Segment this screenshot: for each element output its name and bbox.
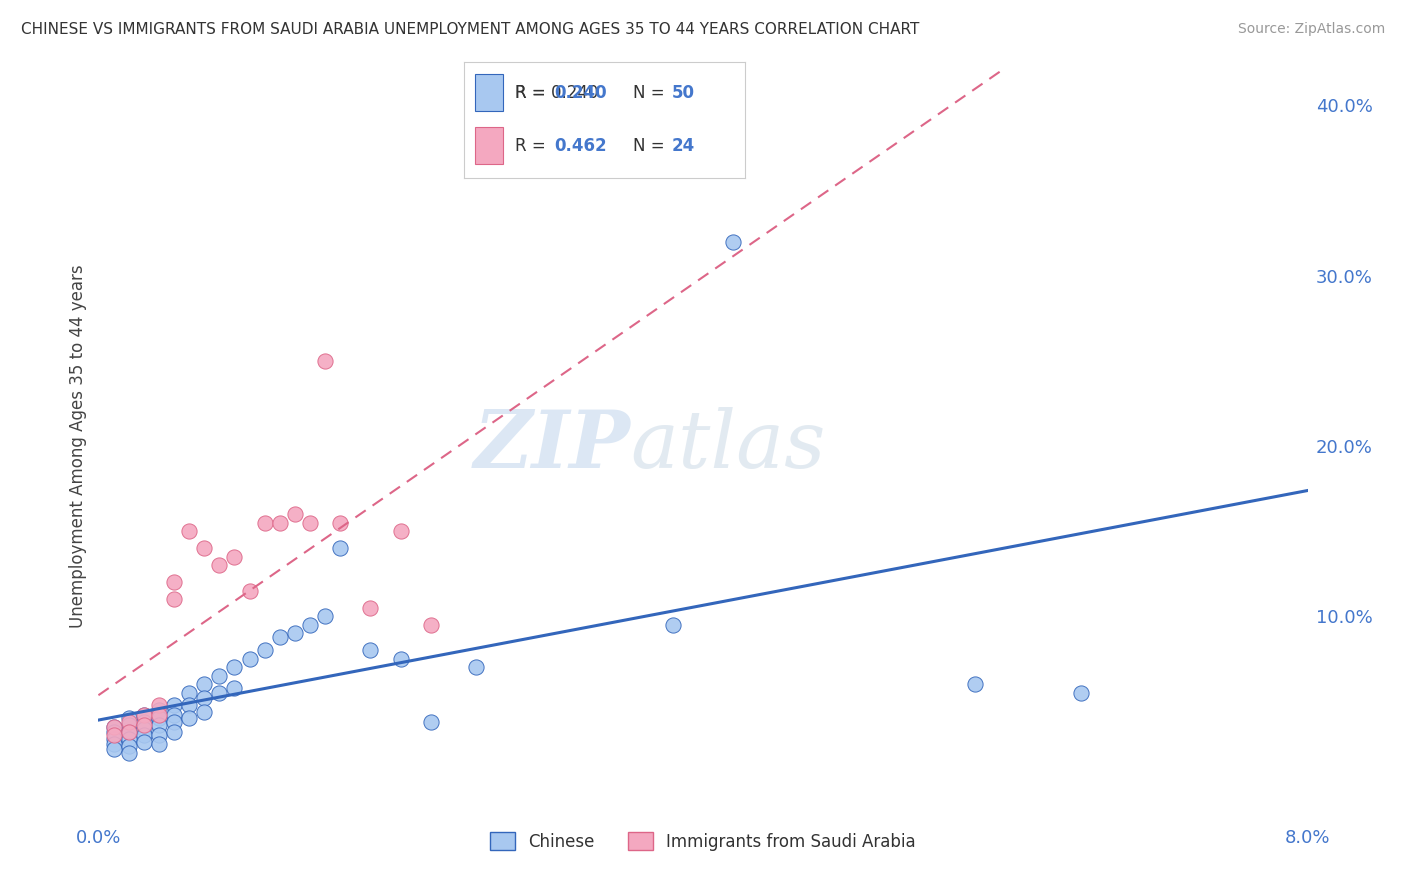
Point: [253, 516, 276, 530]
Text: N =: N =: [633, 137, 669, 155]
Point: [148, 737, 170, 751]
Point: [148, 711, 170, 725]
Text: 0.240: 0.240: [554, 84, 606, 102]
Point: [132, 714, 155, 729]
Point: [661, 617, 683, 632]
Text: R =: R =: [515, 137, 551, 155]
Point: [723, 235, 745, 249]
Point: [329, 541, 352, 556]
Point: [118, 731, 141, 746]
Point: [132, 708, 155, 723]
Point: [208, 669, 231, 683]
Point: [193, 691, 215, 706]
Point: [284, 507, 307, 521]
Point: [163, 592, 186, 607]
Point: [103, 725, 125, 739]
Point: [148, 698, 170, 712]
Point: [179, 686, 201, 700]
Point: [299, 617, 322, 632]
Point: [193, 677, 215, 691]
Point: [239, 652, 262, 666]
Point: [118, 725, 141, 739]
Text: 0.462: 0.462: [554, 137, 606, 155]
Point: [132, 729, 155, 743]
Point: [118, 746, 141, 760]
Point: [132, 722, 155, 736]
Point: [132, 718, 155, 732]
Point: [179, 698, 201, 712]
Text: R =: R =: [515, 84, 551, 102]
Point: [163, 714, 186, 729]
Point: [103, 729, 125, 743]
Point: [163, 698, 186, 712]
Point: [103, 742, 125, 756]
Text: 50: 50: [672, 84, 695, 102]
Point: [118, 718, 141, 732]
Text: atlas: atlas: [630, 408, 825, 484]
Point: [208, 686, 231, 700]
Point: [118, 711, 141, 725]
Point: [148, 729, 170, 743]
Point: [239, 583, 262, 598]
Point: [420, 714, 443, 729]
Point: [224, 660, 246, 674]
Point: [329, 516, 352, 530]
Text: Source: ZipAtlas.com: Source: ZipAtlas.com: [1237, 22, 1385, 37]
Point: [132, 735, 155, 749]
Point: [118, 725, 141, 739]
Point: [269, 630, 291, 644]
Y-axis label: Unemployment Among Ages 35 to 44 years: Unemployment Among Ages 35 to 44 years: [69, 264, 87, 628]
Point: [253, 643, 276, 657]
Legend: Chinese, Immigrants from Saudi Arabia: Chinese, Immigrants from Saudi Arabia: [484, 826, 922, 857]
Point: [208, 558, 231, 573]
Point: [118, 714, 141, 729]
Point: [360, 643, 382, 657]
Point: [103, 720, 125, 734]
Bar: [475, 74, 503, 112]
Bar: [475, 128, 503, 164]
Point: [314, 609, 336, 624]
Point: [148, 703, 170, 717]
Point: [965, 677, 987, 691]
Point: [284, 626, 307, 640]
Point: [299, 516, 322, 530]
Point: [465, 660, 488, 674]
Point: [148, 718, 170, 732]
Point: [132, 708, 155, 723]
Point: [118, 739, 141, 753]
Text: R = 0.240: R = 0.240: [515, 84, 598, 102]
Point: [224, 549, 246, 564]
Point: [360, 600, 382, 615]
Point: [224, 681, 246, 695]
Text: N =: N =: [633, 84, 669, 102]
Point: [103, 731, 125, 746]
Text: ZIP: ZIP: [474, 408, 630, 484]
Point: [1070, 686, 1092, 700]
Point: [314, 354, 336, 368]
Point: [163, 725, 186, 739]
Point: [389, 524, 412, 538]
Text: 24: 24: [672, 137, 696, 155]
Point: [269, 516, 291, 530]
Point: [420, 617, 443, 632]
Point: [163, 575, 186, 590]
Point: [163, 708, 186, 723]
Point: [103, 720, 125, 734]
Point: [193, 541, 215, 556]
Point: [179, 524, 201, 538]
Point: [193, 705, 215, 719]
Text: CHINESE VS IMMIGRANTS FROM SAUDI ARABIA UNEMPLOYMENT AMONG AGES 35 TO 44 YEARS C: CHINESE VS IMMIGRANTS FROM SAUDI ARABIA …: [21, 22, 920, 37]
Point: [148, 708, 170, 723]
Point: [103, 737, 125, 751]
Point: [179, 711, 201, 725]
Point: [389, 652, 412, 666]
